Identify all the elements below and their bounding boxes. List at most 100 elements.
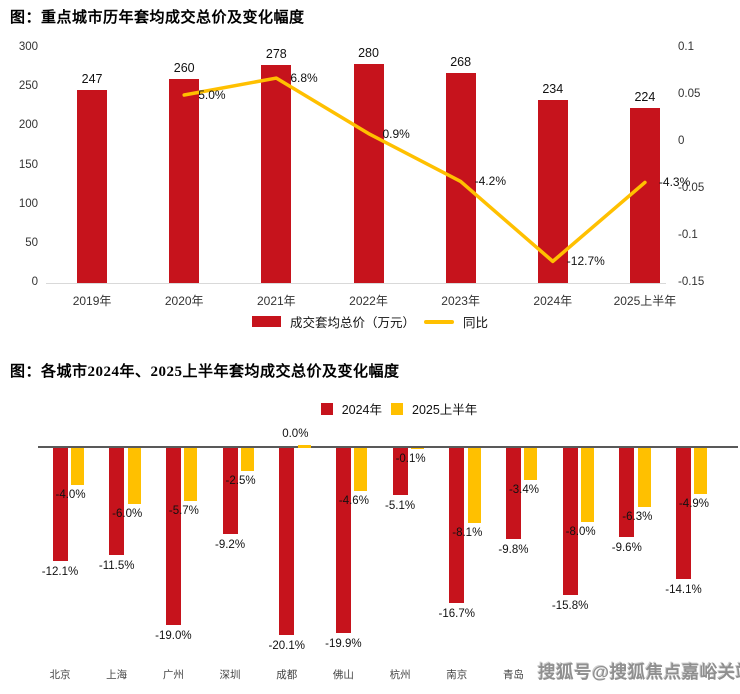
city-label: 南京 xyxy=(446,669,468,681)
bar-label-2024: -5.1% xyxy=(385,500,416,513)
bar-value-label: 278 xyxy=(265,47,287,62)
bar-2024 xyxy=(675,448,691,580)
legend-2024-label: 2024年 xyxy=(341,403,382,417)
y-axis-tick-left: 100 xyxy=(18,197,38,210)
watermark: 搜狐号@搜狐焦点嘉峪关站 xyxy=(538,662,740,682)
line-point-label: -4.2% xyxy=(474,174,506,189)
bar-2024 xyxy=(165,448,181,625)
bar-2024 xyxy=(562,448,578,595)
legend-bar-swatch xyxy=(251,316,281,327)
x-axis-label: 2019年 xyxy=(72,294,112,308)
legend-2025-swatch xyxy=(391,402,403,415)
city-label: 成都 xyxy=(276,669,298,681)
city-label: 上海 xyxy=(106,669,128,681)
legend-2025-label: 2025上半年 xyxy=(412,403,478,417)
legend-bar-label: 成交套均总价（万元） xyxy=(289,316,415,330)
bar-2025 xyxy=(354,448,368,491)
chart1-title: 图：重点城市历年套均成交总价及变化幅度 xyxy=(10,10,305,26)
legend-line-label: 同比 xyxy=(463,316,489,330)
line-point-label: 0.9% xyxy=(382,126,410,141)
x-axis-label: 2020年 xyxy=(164,294,204,308)
y-axis-tick-left: 150 xyxy=(18,158,38,171)
bar-label-2024: -19.0% xyxy=(155,629,192,642)
line-point-label: 6.8% xyxy=(290,71,318,86)
x-axis-label: 2025上半年 xyxy=(613,294,677,308)
city-label: 青岛 xyxy=(502,669,524,681)
line-point-label: -4.3% xyxy=(658,175,691,190)
y-axis-tick-right: 0.05 xyxy=(678,88,701,100)
bar-2024 xyxy=(392,448,408,496)
bar-2024 xyxy=(279,448,295,635)
x-axis-label: 2021年 xyxy=(256,294,296,308)
bar-2025 xyxy=(127,448,141,504)
bar-value-label: 247 xyxy=(81,71,103,86)
bar-label-2024: -14.1% xyxy=(665,584,702,597)
bar-label-2024: -12.1% xyxy=(41,565,79,578)
bar-2025 xyxy=(694,448,708,494)
bar-value-label: 280 xyxy=(358,45,379,60)
bar-2024 xyxy=(449,448,465,604)
chart2-legend: 2024年 2025上半年 xyxy=(29,399,740,418)
legend-line-swatch xyxy=(424,319,454,324)
bar-label-2025: -2.5% xyxy=(225,475,256,488)
total-price-bar xyxy=(77,89,108,283)
chart2-title: 图：各城市2024年、2025上半年套均成交总价及变化幅度 xyxy=(10,364,400,380)
y-axis-tick-right: -0.15 xyxy=(678,276,705,288)
city-label: 广州 xyxy=(162,669,184,681)
bar-2024 xyxy=(505,448,521,540)
line-point-label: -12.7% xyxy=(566,254,605,269)
bar-label-2024: -9.6% xyxy=(611,542,642,555)
bar-label-2025: -6.0% xyxy=(112,507,143,520)
x-axis-label: 2022年 xyxy=(349,294,388,308)
x-axis-line xyxy=(46,283,666,284)
city-label: 杭州 xyxy=(389,669,411,681)
legend-2024-swatch xyxy=(320,402,333,415)
x-axis-label: 2023年 xyxy=(441,294,480,308)
chart1-legend: 成交套均总价（万元） 同比 xyxy=(0,312,740,331)
y-axis-tick-left: 0 xyxy=(31,276,38,288)
city-label: 佛山 xyxy=(332,669,354,681)
bar-label-2024: -16.7% xyxy=(438,608,475,621)
bar-label-2025: -8.1% xyxy=(452,527,483,540)
y-axis-tick-right: -0.05 xyxy=(678,182,705,194)
city-label: 北京 xyxy=(49,669,71,681)
bar-label-2025: -3.4% xyxy=(508,483,539,496)
bar-2025 xyxy=(467,448,481,524)
y-axis-tick-right: 0.1 xyxy=(678,41,694,53)
bar-2025 xyxy=(637,448,651,507)
bar-label-2024: -15.8% xyxy=(551,599,589,612)
x-axis-label: 2024年 xyxy=(533,294,573,308)
y-axis-tick-right: 0 xyxy=(678,135,685,147)
bar-label-2025: -4.0% xyxy=(55,489,86,502)
bar-label-2024: -9.2% xyxy=(215,538,246,551)
bar-label-2024: -11.5% xyxy=(98,559,135,572)
bar-label-2025: -6.3% xyxy=(622,510,653,523)
y-axis-tick-right: -0.1 xyxy=(678,229,698,241)
bar-2025 xyxy=(184,448,198,501)
bar-label-2025: -4.6% xyxy=(338,494,369,507)
bar-value-label: 268 xyxy=(450,55,472,70)
bar-label-2025: -4.9% xyxy=(678,497,710,510)
bar-2024 xyxy=(619,448,635,538)
bar-2024 xyxy=(222,448,238,534)
x-axis-line xyxy=(38,446,738,448)
bar-label-2024: -20.1% xyxy=(268,639,305,652)
y-axis-tick-left: 250 xyxy=(18,80,38,93)
y-axis-tick-left: 300 xyxy=(18,41,38,53)
bar-2025 xyxy=(71,448,84,486)
y-axis-tick-left: 200 xyxy=(18,119,38,132)
bar-2024 xyxy=(52,448,68,561)
city-label: 深圳 xyxy=(219,669,241,681)
bar-label-2025: -5.7% xyxy=(168,505,199,517)
bar-value-label: 260 xyxy=(173,61,195,76)
bar-2025 xyxy=(524,448,538,480)
bar-2025 xyxy=(241,448,255,472)
bar-label-2025: -8.0% xyxy=(565,526,596,539)
bar-label-2024: -19.9% xyxy=(325,638,362,651)
bar-2025 xyxy=(581,448,595,523)
bar-label-2024: -9.8% xyxy=(498,544,529,557)
line-point-label: 5.0% xyxy=(198,88,226,102)
